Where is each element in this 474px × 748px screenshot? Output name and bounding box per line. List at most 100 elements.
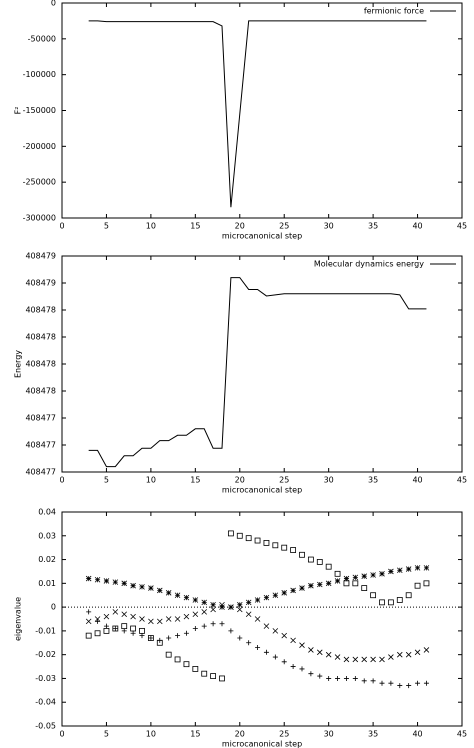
marker <box>139 616 145 622</box>
marker <box>103 613 110 620</box>
plot-frame <box>61 511 463 727</box>
marker <box>299 642 305 648</box>
legend-label: fermionic force <box>364 7 424 16</box>
marker <box>379 680 385 686</box>
marker <box>307 556 314 563</box>
marker <box>175 633 181 639</box>
marker <box>227 530 234 537</box>
marker <box>299 666 305 672</box>
marker <box>237 635 243 641</box>
y-tick-label: 408478 <box>25 360 56 369</box>
marker <box>387 599 394 606</box>
marker <box>192 626 198 632</box>
marker <box>325 563 332 570</box>
marker <box>201 609 208 615</box>
marker <box>210 606 216 613</box>
marker <box>352 574 359 581</box>
marker <box>334 654 341 660</box>
x-tick-label: 25 <box>279 476 289 485</box>
y-tick-label: -50000 <box>28 34 56 43</box>
marker <box>103 623 109 629</box>
marker <box>423 565 430 571</box>
marker <box>130 613 136 620</box>
y-tick-label: 408479 <box>25 252 56 261</box>
marker <box>281 544 288 551</box>
marker <box>255 645 261 651</box>
marker <box>406 683 412 689</box>
marker <box>183 613 190 620</box>
x-tick-label: 15 <box>190 222 200 231</box>
marker <box>272 592 279 599</box>
marker <box>299 551 305 558</box>
marker <box>308 647 314 653</box>
y-tick-label: 0.01 <box>38 579 56 588</box>
marker <box>165 590 172 596</box>
y-tick-label: 408478 <box>25 333 56 342</box>
marker <box>397 683 403 689</box>
marker <box>396 597 403 603</box>
y-tick-label: 0 <box>51 603 56 612</box>
marker <box>219 601 225 608</box>
x-tick-label: 30 <box>324 222 334 231</box>
marker <box>423 580 430 587</box>
marker <box>139 584 145 590</box>
y-tick-label: 0.02 <box>38 555 56 564</box>
marker <box>148 585 154 591</box>
marker <box>94 630 101 637</box>
marker <box>246 640 252 646</box>
marker <box>290 547 297 553</box>
x-tick-label: 30 <box>324 476 334 485</box>
y-tick-label: 408479 <box>25 279 56 288</box>
marker <box>165 616 172 622</box>
marker <box>352 580 359 587</box>
marker <box>343 675 349 681</box>
marker <box>379 656 385 663</box>
marker <box>281 632 288 639</box>
marker <box>254 537 261 544</box>
marker <box>316 559 323 565</box>
y-tick-label: 408477 <box>25 441 56 450</box>
marker <box>148 635 154 641</box>
marker <box>174 592 181 599</box>
marker <box>103 578 110 584</box>
y-tick-label: -0.04 <box>35 698 56 707</box>
marker <box>236 601 243 608</box>
y-tick-label: 0.04 <box>38 508 56 517</box>
marker <box>396 567 403 574</box>
marker <box>165 651 172 658</box>
x-axis-label: microcanonical step <box>222 232 302 241</box>
marker <box>388 568 394 575</box>
marker <box>192 666 199 672</box>
marker <box>183 630 189 636</box>
marker <box>139 627 145 634</box>
marker <box>343 575 350 582</box>
y-tick-label: -300000 <box>23 214 56 223</box>
y-tick-label: 408478 <box>25 387 56 396</box>
marker <box>316 581 323 588</box>
x-tick-label: 0 <box>59 476 64 485</box>
y-tick-label: -150000 <box>23 106 56 115</box>
marker <box>130 582 136 589</box>
x-tick-label: 35 <box>368 730 378 739</box>
y-tick-label: -0.05 <box>35 722 56 731</box>
marker <box>94 576 101 583</box>
x-axis-label: microcanonical step <box>222 740 302 748</box>
y-tick-label: 408477 <box>25 468 56 477</box>
marker <box>326 675 332 681</box>
marker <box>236 606 243 613</box>
y-axis-label: F² <box>14 107 23 115</box>
x-tick-label: 0 <box>59 222 64 231</box>
marker <box>201 599 208 606</box>
marker <box>236 532 243 539</box>
marker <box>370 678 376 684</box>
y-tick-label: -0.02 <box>35 650 56 659</box>
marker <box>281 590 288 596</box>
marker <box>86 609 92 615</box>
marker <box>388 654 394 660</box>
data-line <box>88 20 427 208</box>
x-tick-label: 10 <box>146 476 156 485</box>
marker <box>201 670 208 677</box>
marker <box>343 580 350 587</box>
